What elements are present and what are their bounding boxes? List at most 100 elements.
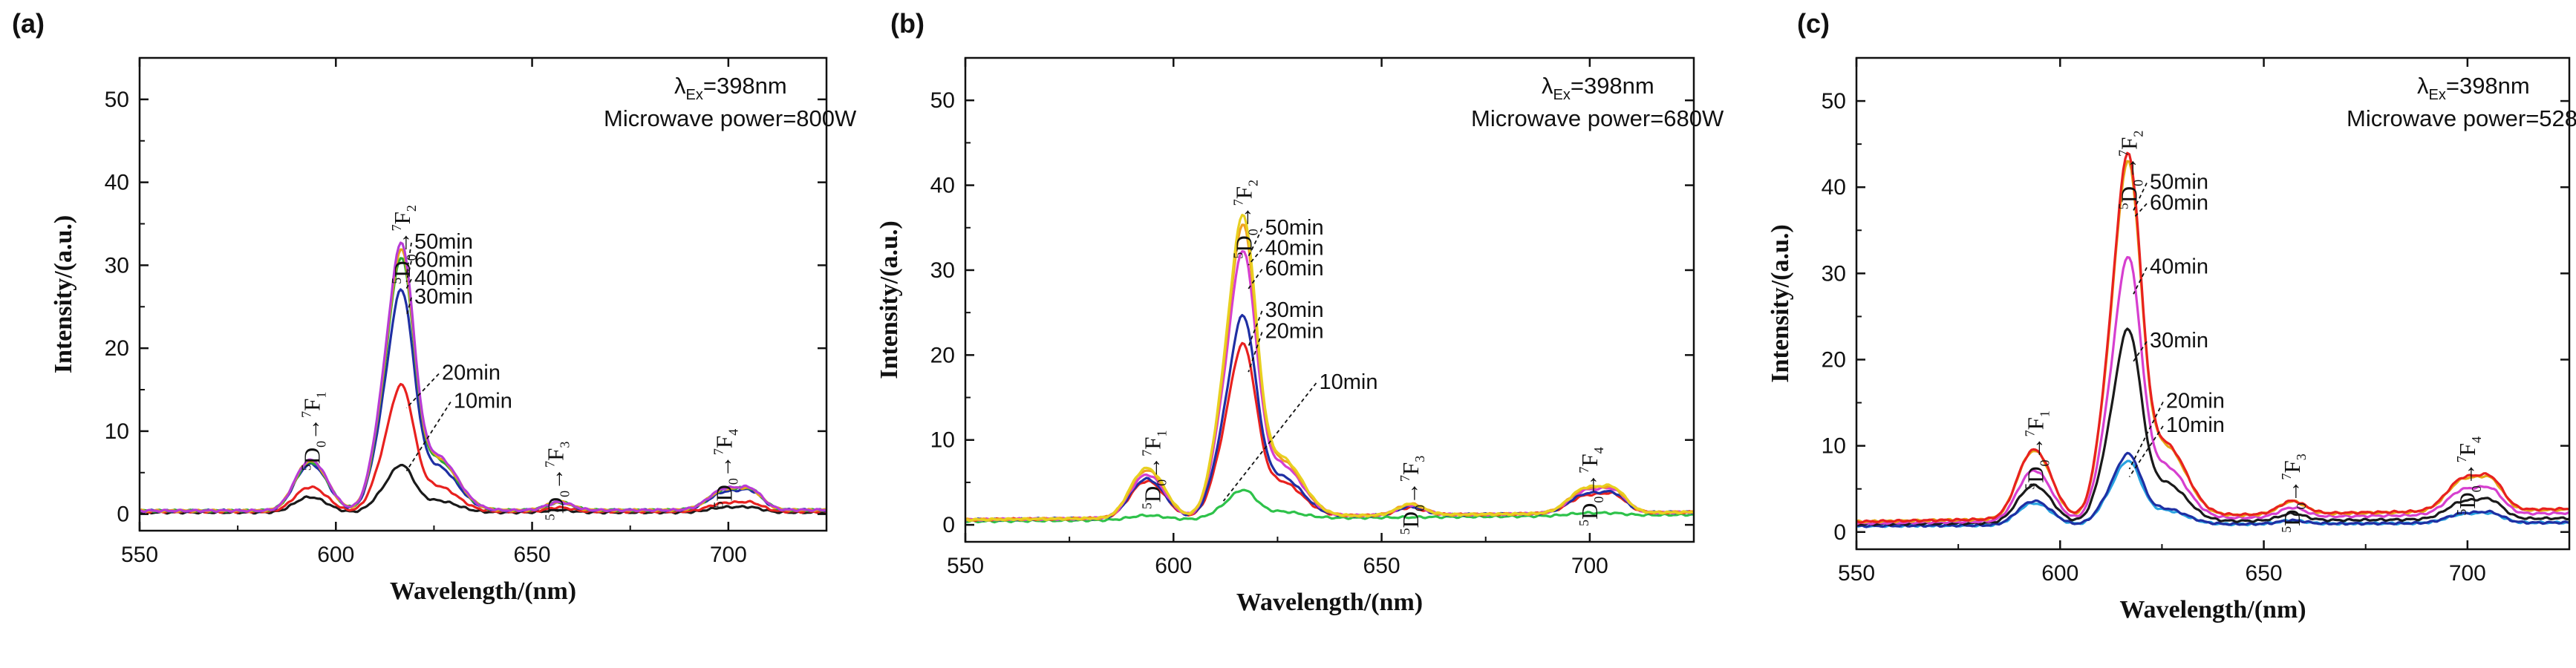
- arrow: →: [1576, 474, 1602, 497]
- transition-label: 5D0→7F1: [1139, 430, 1169, 509]
- plot-frame: [964, 56, 1695, 543]
- x-tick-label: 600: [317, 543, 354, 567]
- lower-index: 1: [2037, 410, 2052, 417]
- series-line-50min: [140, 241, 826, 514]
- lower-index: 2: [2131, 131, 2146, 137]
- annotation-label: 40min: [414, 266, 473, 290]
- lower-term: F: [299, 399, 325, 411]
- microwave-power-label: Microwave power=528W: [2347, 105, 2576, 131]
- transition-text: 5D0→7F1: [1139, 430, 1169, 509]
- lambda-subscript: Ex: [1553, 87, 1571, 103]
- lower-sup: 7: [1576, 467, 1591, 474]
- lower-term: F: [711, 436, 737, 448]
- upper-index: 0: [1412, 505, 1427, 511]
- y-axis-title: Intensity/(a.u.): [50, 215, 77, 373]
- chart-panel-0: 550 600 650 70001020304050Wavelength/(nm)In…: [12, 8, 857, 605]
- series-line-20min: [1856, 451, 2569, 528]
- upper-term: D: [542, 497, 568, 514]
- upper-term: D: [2454, 492, 2480, 508]
- transition-text: 5D0→7F2: [2116, 131, 2146, 210]
- transition-text: 5D0→7F4: [2454, 436, 2484, 516]
- upper-index: 0: [726, 478, 741, 485]
- x-tick-label: 700: [1571, 554, 1608, 578]
- upper-sup: 5: [2279, 526, 2294, 533]
- series-group: [140, 241, 826, 515]
- annotation-leader: [405, 242, 412, 275]
- plot-frame: [1855, 56, 2571, 551]
- upper-sup: 5: [2116, 203, 2131, 209]
- lower-index: 3: [557, 442, 572, 448]
- lower-index: 4: [1591, 447, 1606, 453]
- lower-term: F: [389, 212, 415, 224]
- y-tick-label: 0: [117, 502, 129, 527]
- upper-sup: 5: [1231, 252, 1246, 259]
- upper-sup: 5: [1576, 520, 1591, 526]
- microwave-power-label: Microwave power=680W: [1471, 105, 1724, 131]
- arrow: →: [389, 231, 415, 254]
- y-tick-label: 30: [105, 253, 129, 278]
- upper-sup: 5: [299, 464, 314, 471]
- series-line-10min: [965, 488, 1694, 524]
- lower-sup: 7: [2022, 430, 2037, 436]
- chart-panel-1: 550 600 650 70001020304050Wavelength/(nm)In…: [875, 8, 1724, 616]
- transition-text: 5D0→7F4: [711, 429, 741, 508]
- series-group: [965, 214, 1694, 524]
- x-tick-label: 550: [1838, 561, 1875, 586]
- y-tick-label: 10: [1822, 434, 1846, 459]
- panel-label: (b): [890, 8, 925, 39]
- panel-label: (c): [1797, 8, 1830, 39]
- upper-sup: 5: [711, 502, 726, 508]
- upper-sup: 5: [1398, 528, 1412, 534]
- x-axis-title: Wavelength/(nm): [390, 577, 576, 605]
- plot-frame: [138, 56, 828, 532]
- series-line-40min: [1856, 255, 2569, 525]
- excitation-label: λEx=398nm: [674, 73, 787, 103]
- y-tick-label: 0: [1833, 520, 1846, 545]
- upper-sup: 5: [2454, 509, 2469, 516]
- annotation-label: 60min: [414, 249, 473, 272]
- arrow: →: [1398, 482, 1424, 505]
- y-tick-label: 30: [930, 258, 955, 283]
- y-tick-label: 50: [105, 88, 129, 112]
- lower-index: 2: [1246, 180, 1261, 186]
- lower-index: 4: [726, 429, 741, 436]
- lower-sup: 7: [1139, 450, 1154, 456]
- annotation-label: 10min: [454, 390, 512, 413]
- upper-index: 0: [314, 441, 329, 448]
- transition-text: 5D0→7F3: [542, 442, 572, 521]
- upper-term: D: [2022, 466, 2048, 482]
- x-tick-label: 700: [2449, 561, 2486, 586]
- annotation-label: 10min: [2166, 413, 2225, 437]
- lower-term: F: [2116, 137, 2142, 150]
- transition-text: 5D0→7F3: [1398, 456, 1427, 535]
- y-tick-label: 20: [930, 343, 955, 367]
- arrow: →: [299, 418, 325, 441]
- annotation-leader: [2128, 402, 2164, 470]
- transition-text: 5D0→7F2: [1231, 180, 1261, 259]
- upper-sup: 5: [389, 278, 404, 284]
- lambda-symbol: λ: [674, 73, 686, 99]
- arrow: →: [1139, 456, 1165, 479]
- transition-text: 5D0→7F3: [2279, 453, 2309, 533]
- annotation-leader: [1248, 332, 1263, 373]
- annotation-leader: [2133, 266, 2148, 295]
- transition-label: 5D0→7F2: [2116, 131, 2146, 210]
- upper-term: D: [1576, 503, 1602, 520]
- annotation-label: 30min: [414, 285, 473, 309]
- y-tick-label: 40: [930, 174, 955, 198]
- annotation-label: 50min: [1265, 216, 1324, 240]
- upper-term: D: [1398, 511, 1424, 528]
- upper-sup: 5: [542, 514, 557, 520]
- x-axis-title: Wavelength/(nm): [2119, 596, 2306, 623]
- annotation-leader: [2133, 183, 2148, 211]
- arrow: →: [2279, 479, 2305, 502]
- annotation-label: 60min: [2150, 191, 2208, 215]
- lower-sup: 7: [2279, 473, 2294, 479]
- arrow: →: [2116, 157, 2142, 180]
- transition-text: 5D0→7F1: [2022, 410, 2052, 490]
- upper-term: D: [1231, 235, 1257, 252]
- annotation-leader: [405, 278, 412, 289]
- transition-label: 5D0→7F3: [542, 442, 572, 521]
- annotation-leader: [2133, 203, 2148, 219]
- upper-index: 0: [1246, 229, 1261, 235]
